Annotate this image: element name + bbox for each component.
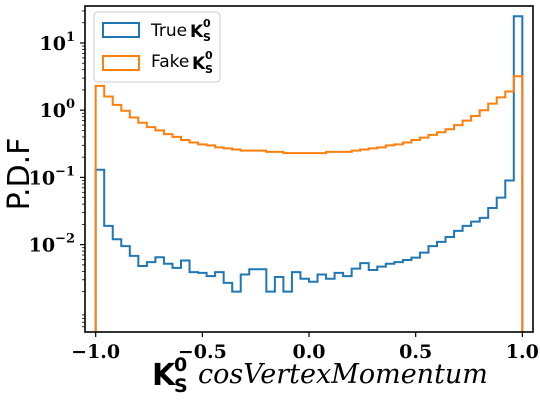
legend: True K 0 S Fake K 0 S [94, 12, 220, 82]
y-tick-label: 100 [40, 97, 76, 122]
legend-label-true-symbol: K [190, 22, 204, 42]
x-axis-label-sup: 0 [174, 354, 187, 376]
legend-label-fake-prefix: Fake [151, 52, 189, 72]
legend-label-true-sup: 0 [203, 17, 211, 30]
legend-label-fake-symbol: K [192, 54, 206, 74]
x-tick-label: 1.0 [506, 341, 539, 363]
x-axis-label: K 0 S cosVertexMomentum [152, 354, 488, 397]
x-tick-label: −1.0 [71, 341, 120, 363]
legend-label-fake-sup: 0 [205, 49, 213, 62]
y-tick-label: 10−2 [29, 232, 75, 257]
y-axis-label: P.D.F [2, 138, 37, 211]
legend-label-true-sub: S [203, 31, 211, 44]
legend-label-true-prefix: True [150, 21, 187, 41]
x-axis-label-sub: S [174, 375, 188, 397]
y-tick-label: 101 [40, 30, 76, 55]
x-axis-label-variable: cosVertexMomentum [198, 359, 488, 390]
legend-label-fake-sub: S [205, 63, 213, 76]
series-fake-ks0-line [96, 76, 523, 337]
